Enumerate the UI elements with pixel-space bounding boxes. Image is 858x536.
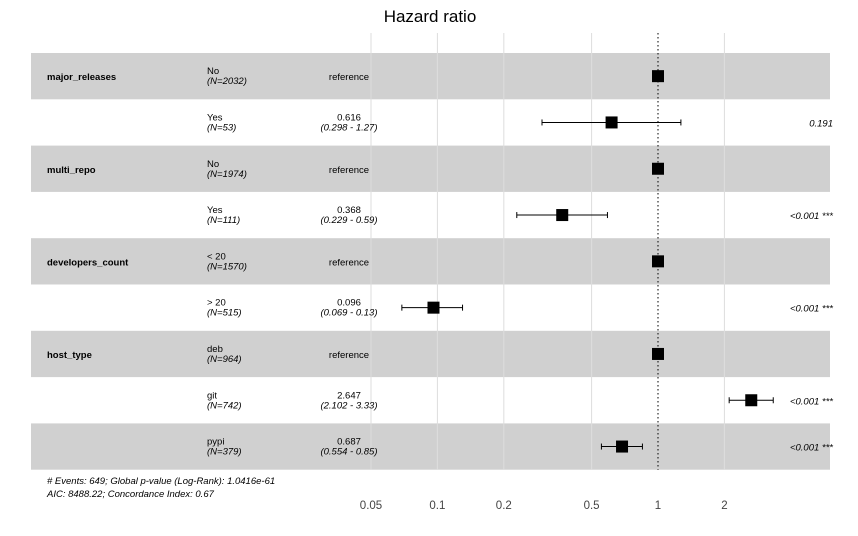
row-bands — [31, 53, 830, 470]
hazard-ratio-point — [652, 162, 664, 175]
level-count: (N=1974) — [207, 169, 247, 180]
variable-label: multi_repo — [47, 165, 96, 176]
variable-label: developers_count — [47, 257, 129, 268]
level-label: > 20 — [207, 298, 226, 309]
hazard-ratio-point — [616, 440, 629, 453]
footer-aic: AIC: 8488.22; Concordance Index: 0.67 — [46, 489, 215, 500]
x-tick-label: 0.05 — [360, 500, 382, 512]
level-count: (N=515) — [207, 308, 242, 319]
level-count: (N=2032) — [207, 76, 247, 87]
estimate-reference: reference — [329, 72, 369, 83]
x-tick-label: 0.2 — [496, 500, 512, 512]
variable-label: major_releases — [47, 72, 116, 83]
level-label: Yes — [207, 205, 223, 216]
level-count: (N=1570) — [207, 261, 247, 272]
x-tick-label: 2 — [721, 500, 727, 512]
level-label: No — [207, 66, 219, 77]
level-count: (N=742) — [207, 400, 242, 411]
variable-label: host_type — [47, 350, 92, 361]
row-band — [31, 330, 830, 378]
level-label: < 20 — [207, 251, 226, 262]
level-label: pypi — [207, 437, 224, 448]
level-count: (N=111) — [207, 215, 240, 226]
grid-lines — [370, 33, 725, 470]
estimate-reference: reference — [329, 165, 369, 176]
p-value: <0.001 *** — [790, 211, 833, 222]
p-value: <0.001 *** — [790, 443, 833, 454]
hazard-ratio-point — [652, 70, 664, 83]
level-label: deb — [207, 344, 223, 355]
hazard-ratio-point — [427, 301, 440, 314]
hazard-ratio-point — [745, 394, 758, 407]
hazard-ratio-point — [652, 255, 664, 268]
confidence-interval: (0.554 - 0.85) — [320, 447, 377, 458]
p-value: <0.001 *** — [790, 304, 833, 315]
x-tick-label: 0.1 — [429, 500, 445, 512]
estimate-value: 0.368 — [337, 205, 361, 216]
row-band — [31, 423, 830, 470]
level-count: (N=53) — [207, 122, 236, 133]
hazard-ratio-marks — [401, 70, 774, 453]
p-value: <0.001 *** — [790, 396, 833, 407]
level-label: git — [207, 390, 217, 401]
level-label: Yes — [207, 112, 223, 123]
confidence-interval: (0.229 - 0.59) — [320, 215, 377, 226]
estimate-value: 0.096 — [337, 298, 361, 309]
footer-events: # Events: 649; Global p-value (Log-Rank)… — [47, 476, 275, 487]
estimate-value: 0.616 — [337, 112, 361, 123]
x-tick-label: 1 — [655, 500, 661, 512]
level-count: (N=964) — [207, 354, 242, 365]
level-count: (N=379) — [207, 447, 242, 458]
confidence-interval: (0.298 - 1.27) — [320, 122, 377, 133]
hazard-ratio-point — [556, 209, 569, 222]
row-band — [31, 145, 830, 192]
x-tick-label: 0.5 — [584, 500, 600, 512]
confidence-interval: (2.102 - 3.33) — [320, 400, 377, 411]
hazard-ratio-point — [605, 116, 618, 129]
p-value: 0.191 — [809, 118, 833, 129]
estimate-value: 0.687 — [337, 437, 361, 448]
estimate-reference: reference — [329, 350, 369, 361]
hazard-ratio-point — [652, 347, 664, 360]
row-band — [31, 53, 830, 100]
confidence-interval: (0.069 - 0.13) — [320, 308, 377, 319]
row-band — [31, 238, 830, 285]
estimate-value: 2.647 — [337, 390, 361, 401]
estimate-reference: reference — [329, 257, 369, 268]
model-footer: # Events: 649; Global p-value (Log-Rank)… — [46, 476, 275, 500]
level-label: No — [207, 159, 219, 170]
x-axis-ticks: 0.05 0.1 0.2 0.5 1 2 — [360, 500, 728, 512]
chart-title: Hazard ratio — [384, 7, 477, 26]
